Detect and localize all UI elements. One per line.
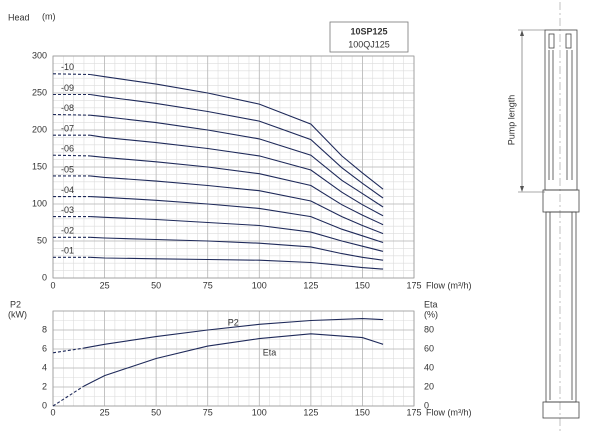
x-tick-label: 75 [203,280,213,290]
series-label: -10 [61,62,74,72]
x-tick-label: 50 [151,407,161,417]
series-line [90,73,384,190]
y-tick-label: 250 [32,87,47,97]
x-axis-label: Flow (m³/h) [426,407,472,417]
y2-tick-label: 20 [424,381,434,391]
series-label: -03 [61,205,74,215]
series-label: -09 [61,83,74,93]
series-line-dashed [52,385,85,407]
y-tick-label: 50 [37,235,47,245]
title-box [329,21,409,53]
series-line-dashed [52,113,91,116]
x-axis-label: Flow (m³/h) [426,280,472,290]
x-tick-label: 150 [355,280,370,290]
series-line [83,333,384,387]
y-tick-label: 100 [32,198,47,208]
series-label: -01 [61,246,74,256]
chart-0: 0 25 50 75 100 125 150 175 0 50 100 150 200 250 300 Flo… [8,11,472,290]
series-line [90,114,384,208]
x-tick-label: 100 [252,280,267,290]
series-line [90,93,384,199]
y-tick-label: 4 [42,362,47,372]
series-label: -04 [61,185,74,195]
series-label: -06 [61,144,74,154]
y-axis-label: Head [8,12,30,22]
y-tick-label: 2 [42,381,47,391]
x-tick-label: 25 [100,407,110,417]
pump-detail [565,33,572,49]
series-line [90,155,384,226]
y-axis-label: P2 [10,299,21,309]
y-tick-label: 8 [42,324,47,334]
y-axis-unit: (m) [42,11,56,21]
y-tick-label: 0 [42,272,47,282]
series-line [90,216,384,252]
series-label: -08 [61,103,74,113]
x-tick-label: 175 [406,407,421,417]
series-label: -07 [61,124,74,134]
y-axis-unit: (kW) [8,309,27,319]
series-line [90,236,384,261]
y-tick-label: 6 [42,343,47,353]
plot-frame [52,55,415,279]
x-tick-label: 175 [406,280,421,290]
y2-axis-unit: (%) [424,309,438,319]
y2-tick-label: 60 [424,343,434,353]
y2-tick-label: 40 [424,362,434,372]
series-line-dashed [52,347,84,354]
x-tick-label: 0 [50,280,55,290]
x-tick-label: 25 [100,280,110,290]
y2-tick-label: 80 [424,324,434,334]
series-line [90,196,384,244]
motor-base [542,401,580,419]
pump-intake [542,189,580,213]
y-tick-label: 300 [32,50,47,60]
series-label: -02 [61,226,74,236]
x-tick-label: 150 [355,407,370,417]
x-tick-label: 50 [151,280,161,290]
x-tick-label: 0 [50,407,55,417]
y-tick-label: 150 [32,161,47,171]
series-line [90,256,384,270]
chart-subtitle: 100QJ125 [348,39,390,49]
pump-drawing: Pump length [506,2,580,432]
series-line [90,134,384,217]
series-label: P2 [228,317,239,327]
x-tick-label: 125 [303,407,318,417]
series-line [90,175,384,235]
plot-frame [52,310,415,407]
motor-body [545,211,577,403]
x-tick-label: 125 [303,280,318,290]
y2-tick-label: 0 [424,400,429,410]
dimension-label: Pump length [506,95,516,146]
series-line-dashed [52,154,91,157]
x-tick-label: 75 [203,407,213,417]
x-tick-label: 100 [252,407,267,417]
pump-detail [548,33,555,49]
series-line [83,318,384,349]
y2-axis-label: Eta [424,299,438,309]
chart-title: 10SP125 [350,26,387,36]
series-label: -05 [61,164,74,174]
y-tick-label: 0 [42,400,47,410]
series-label: Eta [263,348,277,358]
y-tick-label: 200 [32,124,47,134]
series-line-dashed [52,73,91,76]
